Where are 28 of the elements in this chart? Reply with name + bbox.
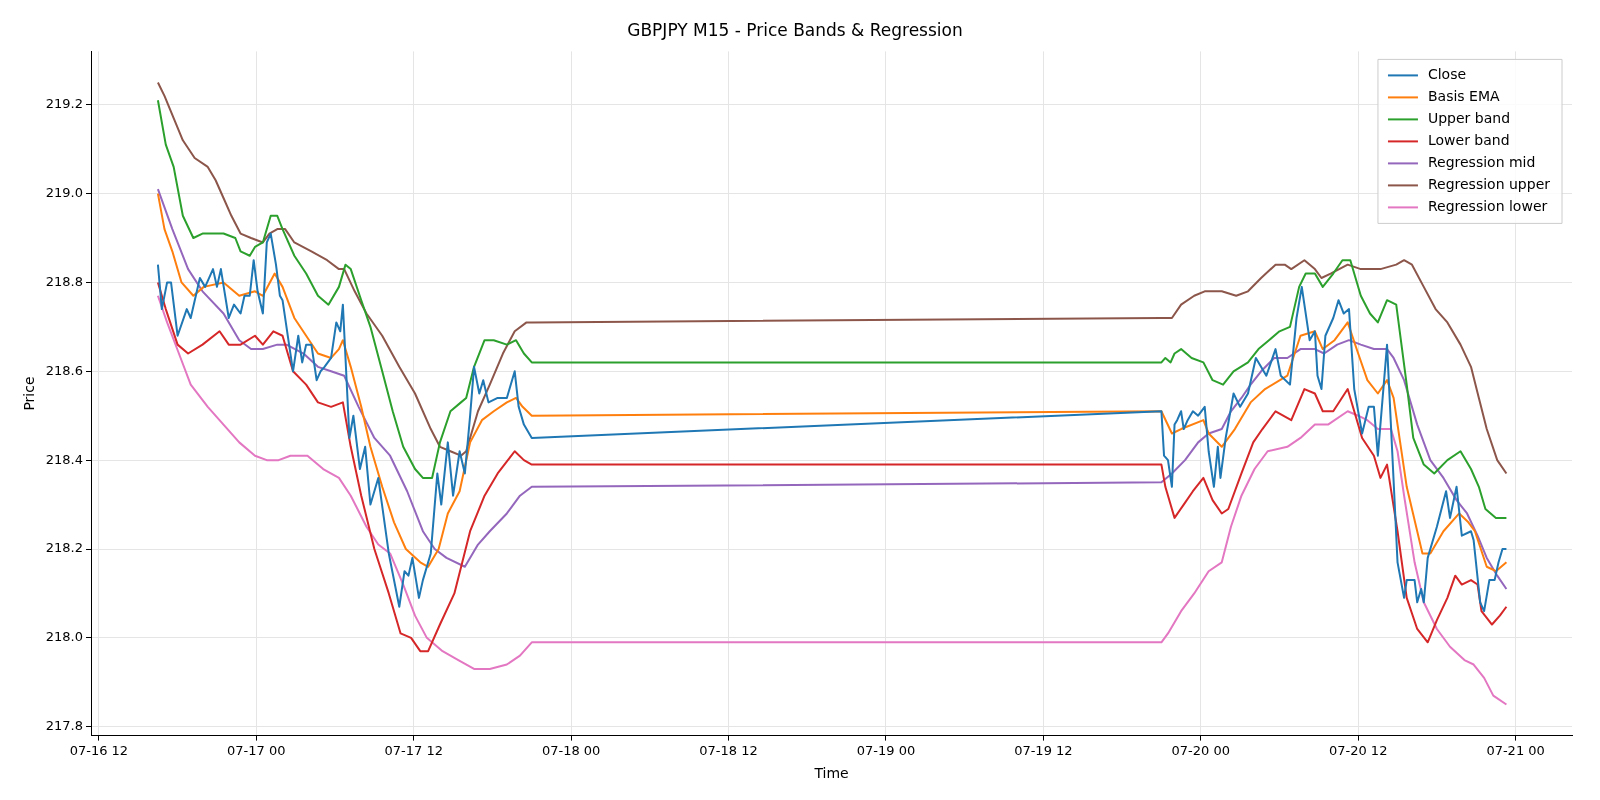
x-tick-label: 07-17 12 bbox=[384, 742, 443, 758]
x-tick-label: 07-17 00 bbox=[227, 742, 286, 758]
y-tick-label: 218.8 bbox=[45, 273, 84, 289]
x-tick-label: 07-20 12 bbox=[1328, 742, 1388, 758]
x-tick-label: 07-18 12 bbox=[699, 742, 758, 758]
x-tick-label: 07-18 00 bbox=[541, 742, 601, 758]
x-axis-title: Time bbox=[813, 765, 849, 782]
y-tick-label: 218.2 bbox=[45, 540, 84, 556]
y-tick-label: 218.4 bbox=[45, 451, 84, 467]
x-tick-label: 07-20 00 bbox=[1171, 742, 1230, 758]
legend-label: Regression lower bbox=[1427, 198, 1548, 215]
x-tick-label: 07-19 00 bbox=[856, 742, 916, 758]
legend-label: Basis EMA bbox=[1427, 88, 1500, 105]
legend-label: Close bbox=[1427, 66, 1467, 83]
x-tick-label: 07-16 12 bbox=[69, 742, 129, 758]
y-tick-label: 218.0 bbox=[45, 629, 84, 645]
y-tick-label: 219.2 bbox=[45, 96, 84, 112]
legend-label: Upper band bbox=[1427, 110, 1511, 127]
chart-title: GBPJPY M15 - Price Bands & Regression bbox=[627, 19, 963, 40]
x-tick-label: 07-21 00 bbox=[1486, 742, 1545, 758]
legend-label: Lower band bbox=[1427, 132, 1510, 149]
y-axis-title: Price bbox=[21, 376, 38, 411]
x-tick-label: 07-19 12 bbox=[1014, 742, 1073, 758]
y-tick-label: 218.6 bbox=[45, 362, 84, 378]
legend-label: Regression mid bbox=[1427, 154, 1536, 171]
legend-label: Regression upper bbox=[1427, 176, 1551, 193]
y-tick-label: 219.0 bbox=[45, 184, 84, 200]
y-tick-label: 217.8 bbox=[45, 718, 84, 734]
